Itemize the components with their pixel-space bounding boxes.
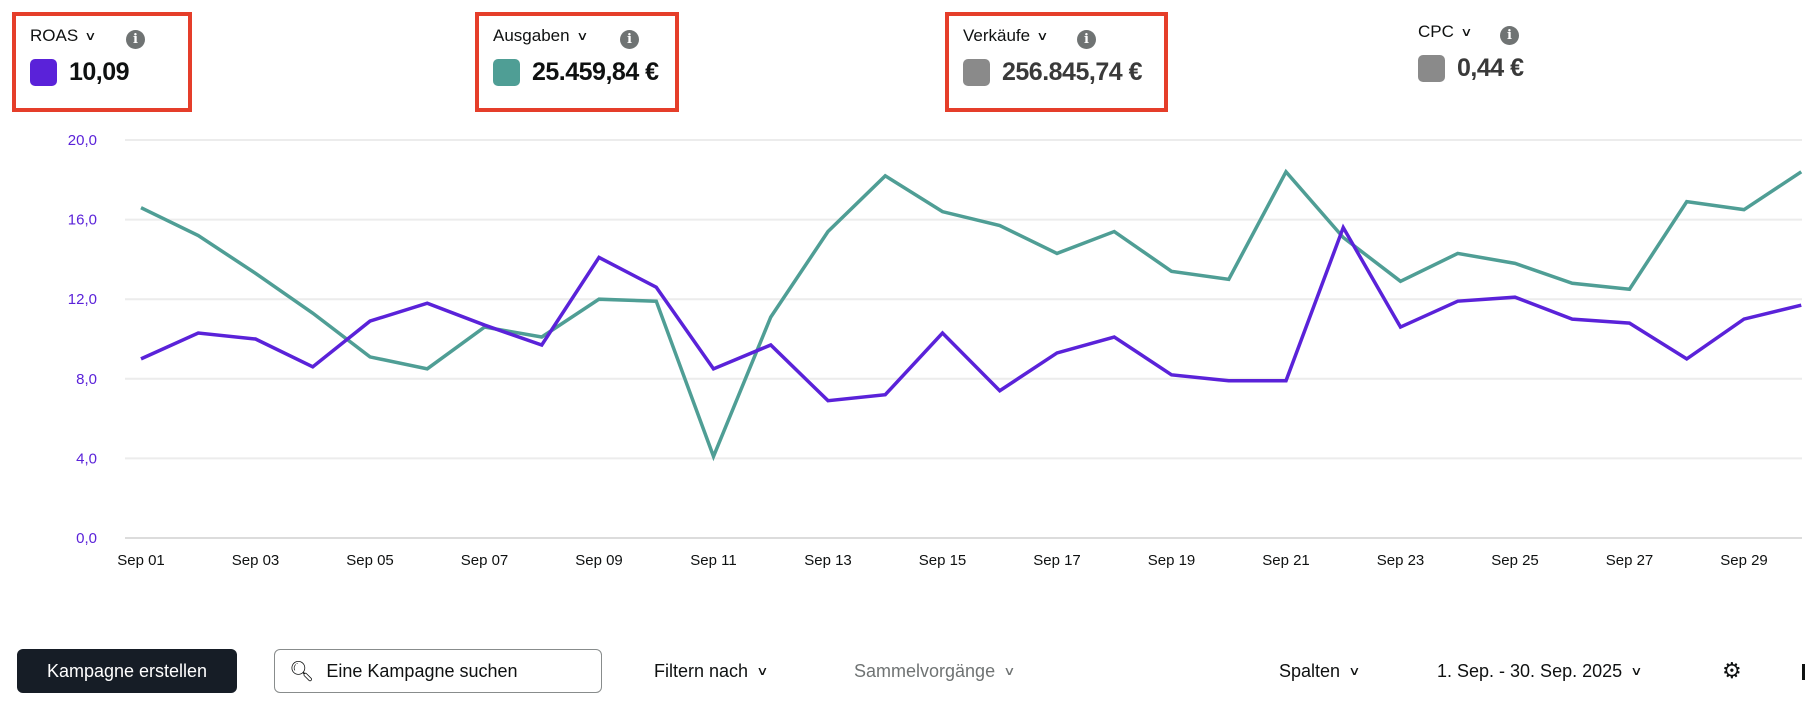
metric-label: Ausgaben — [493, 26, 570, 45]
chevron-down-icon: ∨ — [1460, 25, 1473, 39]
series-swatch[interactable] — [493, 59, 520, 86]
truncated-control[interactable] — [1802, 664, 1805, 680]
metric-selector[interactable]: Ausgaben ∨ — [493, 26, 589, 46]
info-icon[interactable]: i — [1077, 30, 1096, 49]
series-swatch[interactable] — [1418, 55, 1445, 82]
y-tick-label: 0,0 — [76, 530, 97, 547]
x-tick-label: Sep 17 — [1033, 552, 1081, 569]
date-range-picker[interactable]: 1. Sep. - 30. Sep. 2025 ∨ — [1437, 649, 1643, 693]
metric-selector[interactable]: ROAS ∨ — [30, 26, 97, 46]
filter-label: Filtern nach — [654, 660, 749, 681]
metric-value: 256.845,74 € — [1002, 58, 1142, 86]
x-tick-label: Sep 07 — [461, 552, 509, 569]
metric-label: ROAS — [30, 26, 79, 45]
x-tick-label: Sep 13 — [804, 552, 852, 569]
chevron-down-icon: ∨ — [1003, 664, 1016, 678]
create-campaign-button[interactable]: Kampagne erstellen — [17, 649, 237, 693]
x-tick-label: Sep 21 — [1262, 552, 1310, 569]
x-tick-label: Sep 19 — [1148, 552, 1196, 569]
y-tick-label: 16,0 — [68, 212, 97, 229]
metric-roas: ROAS ∨ i 10,09 — [12, 12, 192, 112]
x-tick-label: Sep 01 — [117, 552, 165, 569]
series-swatch[interactable] — [963, 59, 990, 86]
metric-value: 25.459,84 € — [532, 58, 659, 86]
metric-selector[interactable]: CPC ∨ — [1418, 22, 1473, 42]
x-tick-label: Sep 05 — [346, 552, 394, 569]
x-tick-label: Sep 15 — [919, 552, 967, 569]
filter-dropdown[interactable]: Filtern nach ∨ — [654, 649, 769, 693]
x-tick-label: Sep 03 — [232, 552, 280, 569]
metric-ausgaben: Ausgaben ∨ i 25.459,84 € — [475, 12, 679, 112]
series-line — [140, 168, 1803, 462]
x-tick-label: Sep 25 — [1491, 552, 1539, 569]
search-placeholder: Eine Kampagne suchen — [326, 660, 518, 681]
gear-icon[interactable]: ⚙ — [1722, 658, 1742, 683]
metric-value: 0,44 € — [1457, 54, 1524, 82]
metric-selector[interactable]: Verkäufe ∨ — [963, 26, 1049, 46]
metric-label: CPC — [1418, 22, 1454, 41]
chevron-down-icon: ∨ — [575, 29, 589, 43]
info-icon[interactable]: i — [620, 30, 639, 49]
metric-verkaeufe: Verkäufe ∨ i 256.845,74 € — [945, 12, 1168, 112]
y-tick-label: 20,0 — [68, 132, 97, 149]
x-tick-label: Sep 29 — [1720, 552, 1768, 569]
metric-cpc: CPC ∨ i 0,44 € — [1404, 12, 1604, 112]
date-range-label: 1. Sep. - 30. Sep. 2025 — [1437, 660, 1623, 681]
chevron-down-icon: ∨ — [1630, 664, 1643, 678]
chevron-down-icon: ∨ — [1348, 664, 1361, 678]
line-chart: 0,0 4,0 8,0 12,0 16,0 20,0 Sep 01 Sep 03 Sep 05 S… — [68, 132, 1803, 569]
bulk-actions-dropdown[interactable]: Sammelvorgänge ∨ — [854, 649, 1016, 693]
chevron-down-icon: ∨ — [84, 29, 97, 43]
x-tick-label: Sep 27 — [1606, 552, 1654, 569]
x-tick-label: Sep 09 — [575, 552, 623, 569]
search-icon: 🔍︎ — [289, 660, 315, 683]
columns-dropdown[interactable]: Spalten ∨ — [1279, 649, 1361, 693]
metric-value: 10,09 — [69, 58, 130, 86]
chevron-down-icon: ∨ — [1036, 29, 1049, 43]
x-tick-label: Sep 11 — [690, 552, 736, 569]
info-icon[interactable]: i — [1500, 26, 1519, 45]
columns-label: Spalten — [1279, 660, 1341, 681]
bulk-label: Sammelvorgänge — [854, 660, 996, 681]
chevron-down-icon: ∨ — [756, 664, 769, 678]
campaign-search-input[interactable]: 🔍︎ Eine Kampagne suchen — [274, 649, 602, 693]
series-line — [140, 223, 1802, 403]
x-tick-label: Sep 23 — [1377, 552, 1425, 569]
y-tick-label: 8,0 — [76, 371, 97, 388]
info-icon[interactable]: i — [126, 30, 145, 49]
series-swatch[interactable] — [30, 59, 57, 86]
metric-label: Verkäufe — [963, 26, 1031, 45]
y-tick-label: 4,0 — [76, 450, 97, 467]
y-tick-label: 12,0 — [68, 291, 97, 308]
